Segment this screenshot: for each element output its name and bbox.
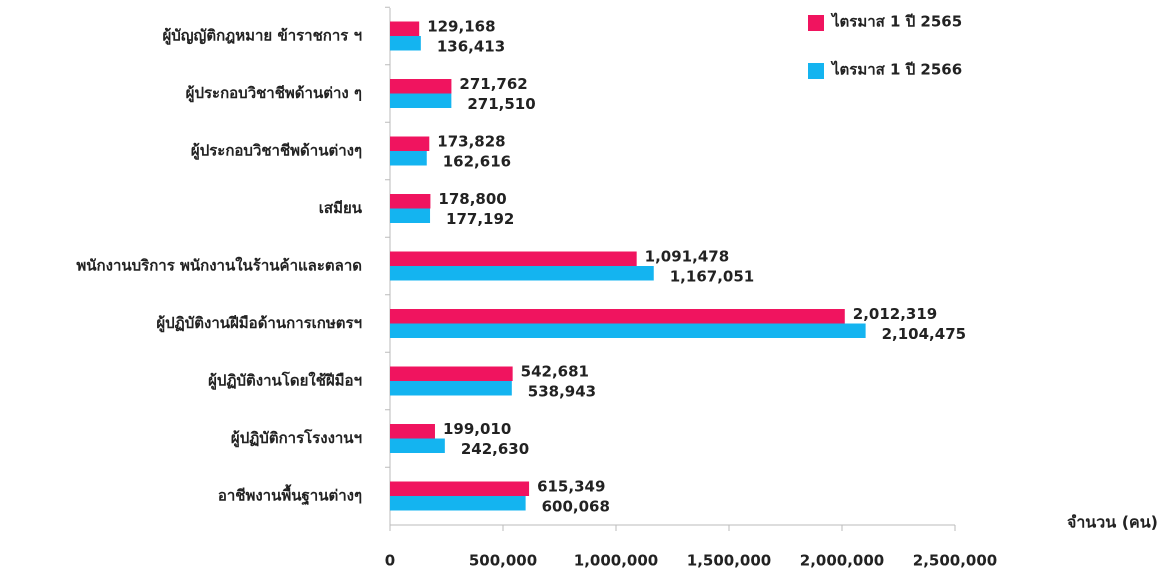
x-tick-label: 1,500,000	[687, 552, 771, 570]
value-label: 538,943	[528, 383, 596, 401]
bar	[390, 79, 452, 94]
category-label: ผู้ประกอบวิชาชีพด้านต่างๆ	[191, 142, 362, 161]
bar	[390, 481, 530, 496]
bar	[390, 151, 427, 166]
value-label: 136,413	[437, 38, 505, 56]
category-label: ผู้บัญญัติกฎหมาย ข้าราชการ ฯ	[162, 27, 362, 46]
bar	[390, 36, 421, 51]
value-label: 162,616	[443, 153, 511, 171]
category-label: ผู้ปฏิบัติงานโดยใช้ฝีมือฯ	[208, 371, 362, 391]
category-label: ผู้ปฏิบัติงานฝีมือด้านการเกษตรฯ	[156, 314, 362, 333]
category-label: ผู้ปฏิบัติการโรงงานฯ	[231, 428, 362, 448]
bar	[390, 438, 445, 453]
bar	[390, 366, 513, 381]
legend-swatch	[808, 63, 824, 79]
value-label: 271,510	[467, 95, 535, 113]
category-label: ผู้ประกอบวิชาชีพด้านต่าง ๆ	[186, 84, 362, 103]
x-tick-label: 500,000	[469, 552, 537, 570]
bar	[390, 21, 420, 36]
value-label: 177,192	[446, 210, 514, 228]
value-label: 542,681	[521, 363, 589, 381]
x-tick-label: 0	[385, 552, 395, 570]
x-tick-label: 2,500,000	[913, 552, 997, 570]
value-label: 1,091,478	[645, 248, 729, 266]
value-label: 271,762	[459, 75, 527, 93]
bar	[390, 323, 866, 338]
bar	[390, 309, 845, 324]
value-label: 199,010	[443, 420, 511, 438]
category-label: พนักงานบริการ พนักงานในร้านค้าและตลาด	[76, 257, 362, 275]
x-tick-label: 1,000,000	[574, 552, 658, 570]
bar	[390, 194, 431, 209]
legend-label: ไตรมาส 1 ปี 2565	[830, 12, 962, 31]
value-label: 242,630	[461, 440, 529, 458]
legend-swatch	[808, 15, 824, 31]
x-tick-label: 2,000,000	[800, 552, 884, 570]
x-axis-label: จำนวน (คน)	[1067, 513, 1158, 532]
bar	[390, 208, 431, 223]
bar	[390, 266, 654, 281]
bar	[390, 496, 526, 511]
value-label: 173,828	[437, 133, 505, 151]
value-label: 129,168	[427, 18, 495, 36]
category-label: อาชีพงานพื้นฐานต่างๆ	[218, 484, 362, 506]
category-label: เสมียน	[319, 199, 363, 217]
value-label: 178,800	[438, 190, 506, 208]
value-label: 1,167,051	[670, 268, 754, 286]
value-label: 615,349	[537, 478, 605, 496]
value-label: 2,012,319	[853, 305, 937, 323]
legend-label: ไตรมาส 1 ปี 2566	[830, 60, 962, 79]
bar	[390, 424, 435, 439]
value-label: 600,068	[542, 498, 610, 516]
bar	[390, 381, 512, 396]
value-label: 2,104,475	[882, 325, 966, 343]
bar	[390, 136, 430, 151]
bar	[390, 93, 452, 108]
bar	[390, 251, 637, 266]
